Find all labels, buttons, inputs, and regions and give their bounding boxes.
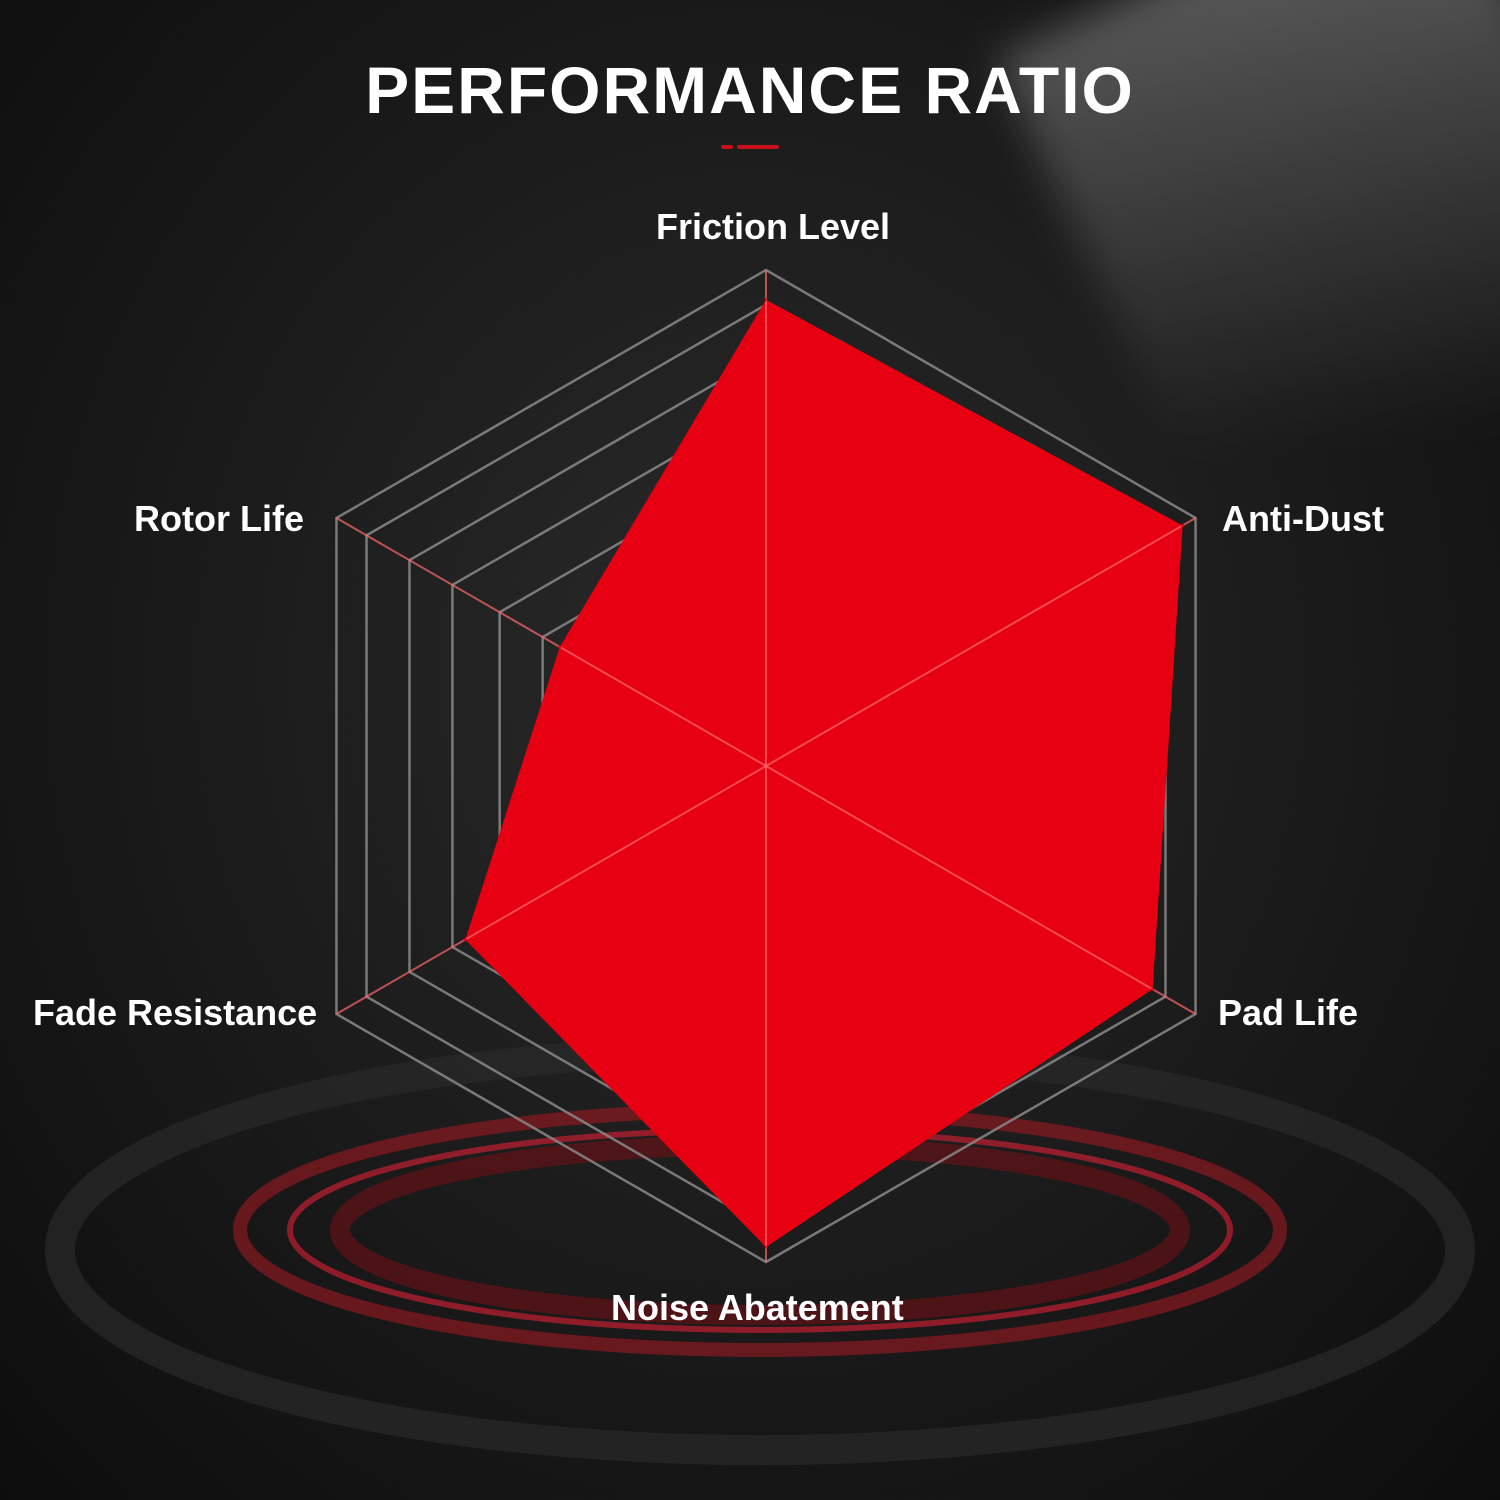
data-point-0	[764, 298, 768, 302]
axis-spoke-4	[335, 765, 767, 1015]
data-point-5	[558, 645, 562, 649]
axis-label-pad-life: Pad Life	[1218, 992, 1359, 1033]
data-point-3	[764, 1245, 768, 1249]
axis-label-anti-dust: Anti-Dust	[1222, 498, 1384, 539]
chart-title: PERFORMANCE RATIO	[365, 53, 1135, 127]
data-area	[465, 299, 1183, 1248]
axis-label-rotor-life: Rotor Life	[134, 498, 304, 539]
axis-label-friction-level: Friction Level	[656, 206, 891, 247]
axis-spoke-5	[335, 517, 767, 767]
axis-label-fade-resistance: Fade Resistance	[33, 992, 318, 1033]
data-point-2	[1151, 987, 1155, 991]
axis-spoke-1	[765, 517, 1197, 767]
data-point-4	[463, 938, 467, 942]
title-accent	[721, 145, 779, 149]
axis-label-noise-abatement: Noise Abatement	[611, 1287, 904, 1328]
data-point-1	[1181, 523, 1185, 527]
axis-spoke-2	[765, 765, 1197, 1015]
